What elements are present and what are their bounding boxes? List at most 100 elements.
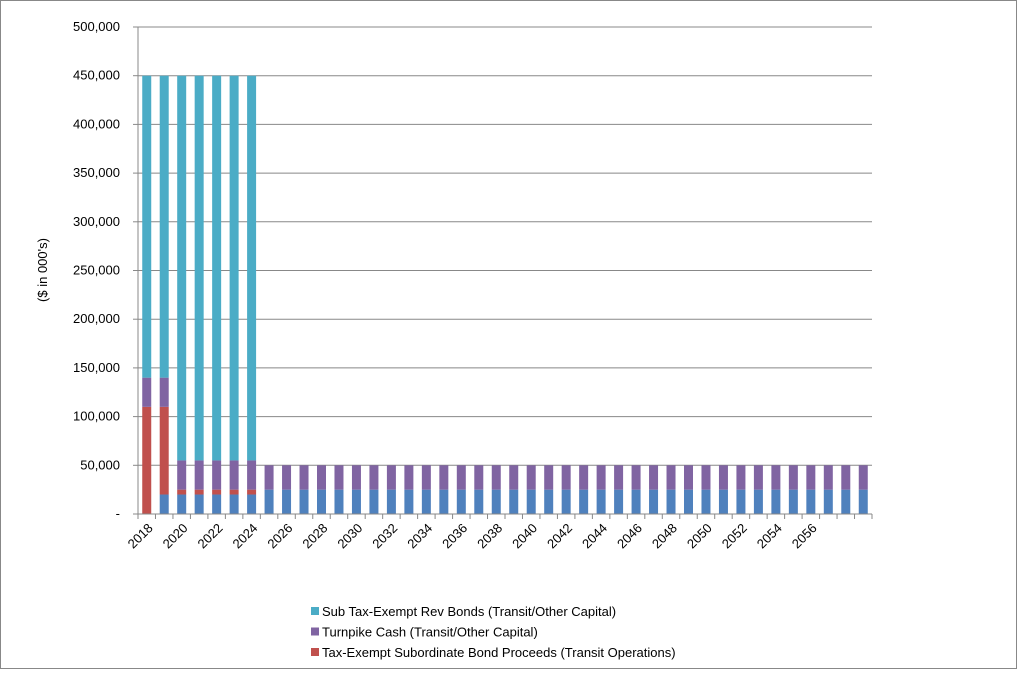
bar-segment <box>177 460 187 490</box>
bar-segment <box>177 75 187 461</box>
bar-segment <box>614 489 624 514</box>
y-tick-label: 400,000 <box>73 116 120 131</box>
bar-segment <box>596 465 606 490</box>
bar-segment <box>299 465 309 490</box>
bar-segment <box>771 489 781 514</box>
bar-segment <box>317 489 326 514</box>
bar-segment <box>684 489 693 514</box>
bar-segment <box>159 377 169 407</box>
bar-segment <box>212 489 222 495</box>
bar-segment <box>561 489 571 514</box>
bar-segment <box>404 489 414 514</box>
bar-segment <box>194 75 204 461</box>
bar-segment <box>142 406 152 514</box>
y-tick-label: 100,000 <box>73 409 120 424</box>
bar-segment <box>177 489 187 495</box>
bar-segment <box>579 489 589 514</box>
y-tick-label: 300,000 <box>73 214 120 229</box>
bar-segment <box>439 489 449 514</box>
bar-segment <box>491 465 501 490</box>
bar-segment <box>264 465 274 490</box>
bar-segment <box>159 494 169 514</box>
bar-segment <box>788 465 798 490</box>
bar-segment <box>212 494 222 514</box>
bar-segment <box>229 460 239 490</box>
bar-segment <box>841 489 851 514</box>
bar-segment <box>142 75 152 378</box>
bar-segment <box>247 75 257 461</box>
bar-segment <box>282 489 292 514</box>
bar-segment <box>247 489 257 495</box>
y-tick-label: 250,000 <box>73 263 120 278</box>
bar-segment <box>194 460 204 490</box>
bar-segment <box>718 489 728 514</box>
y-axis-label: ($ in 000's) <box>35 238 50 302</box>
bar-segment <box>194 494 204 514</box>
bar-segment <box>753 465 763 490</box>
bar-segment <box>369 489 379 514</box>
bar-segment <box>177 494 187 514</box>
bar-segment <box>509 465 519 490</box>
bar-segment <box>334 465 344 490</box>
bar-segment <box>439 465 449 490</box>
bar-segment <box>561 465 571 490</box>
bar-segment <box>544 489 554 514</box>
y-tick-label: 450,000 <box>73 68 120 83</box>
bar-segment <box>823 489 833 514</box>
bar-segment <box>736 489 746 514</box>
bar-segment <box>229 75 239 461</box>
bar-segment <box>351 489 361 514</box>
bar-segment <box>456 465 466 490</box>
bar-segment <box>404 465 414 490</box>
bar-segment <box>474 489 484 514</box>
bar-segment <box>334 489 344 514</box>
bar-segment <box>317 465 326 490</box>
bar-segment <box>421 489 431 514</box>
bar-segment <box>806 465 816 490</box>
bar-segment <box>526 465 536 490</box>
bar-segment <box>701 465 711 490</box>
bar-segment <box>788 489 798 514</box>
bar-segment <box>544 465 554 490</box>
bar-segment <box>299 489 309 514</box>
bar-segment <box>247 494 257 514</box>
legend-label: Tax-Exempt Subordinate Bond Proceeds (Tr… <box>322 645 676 660</box>
y-tick-label: 350,000 <box>73 165 120 180</box>
bar-segment <box>771 465 781 490</box>
bar-segment <box>718 465 728 490</box>
bar-segment <box>369 465 379 490</box>
bar-segment <box>736 465 746 490</box>
bar-segment <box>526 489 536 514</box>
bar-segment <box>247 460 257 490</box>
legend-swatch <box>311 607 319 615</box>
bar-segment <box>212 460 222 490</box>
bar-segment <box>649 465 659 490</box>
bar-segment <box>579 465 589 490</box>
bar-segment <box>229 494 239 514</box>
bar-segment <box>159 406 169 495</box>
bar-segment <box>649 489 659 514</box>
bar-segment <box>282 465 292 490</box>
legend-label: Turnpike Cash (Transit/Other Capital) <box>322 625 538 640</box>
y-tick-label: - <box>116 506 120 521</box>
bar-segment <box>229 489 239 495</box>
legend-label: Sub Tax-Exempt Rev Bonds (Transit/Other … <box>322 604 616 619</box>
bar-segment <box>212 75 222 461</box>
bar-segment <box>491 489 501 514</box>
bar-segment <box>351 465 361 490</box>
bar-segment <box>386 489 396 514</box>
bar-segment <box>858 489 868 514</box>
bar-segment <box>666 465 676 490</box>
legend-swatch <box>311 648 319 656</box>
bar-segment <box>614 465 624 490</box>
bar-segment <box>596 489 606 514</box>
bar-segment <box>194 489 204 495</box>
y-tick-label: 50,000 <box>80 457 120 472</box>
bar-segment <box>474 465 484 490</box>
legend-swatch <box>311 627 319 636</box>
bar-segment <box>841 465 851 490</box>
y-tick-label: 150,000 <box>73 360 120 375</box>
bar-segment <box>631 489 641 514</box>
